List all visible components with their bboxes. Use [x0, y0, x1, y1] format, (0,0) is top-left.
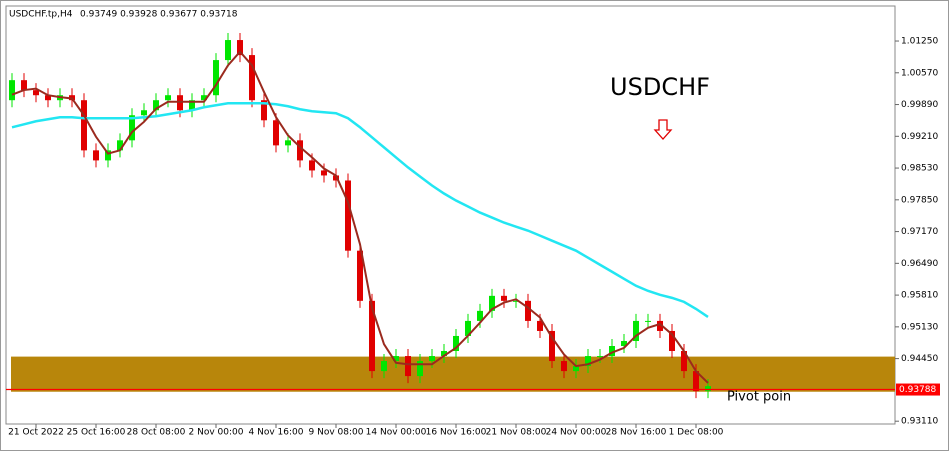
- y-tick-label: 0.99210: [901, 132, 938, 142]
- candle-body: [441, 351, 447, 357]
- y-tick-label: 1.00570: [901, 68, 938, 78]
- y-tick-label: 0.99890: [901, 100, 938, 110]
- moving-average: [11, 101, 709, 318]
- candle-body: [429, 356, 435, 362]
- candle-body: [645, 320, 651, 322]
- y-tick-label: 1.01250: [901, 37, 938, 47]
- candle-body: [285, 140, 291, 146]
- y-tick-label: 0.95130: [901, 322, 938, 332]
- x-tick-label: 2 Nov 00:00: [189, 428, 244, 438]
- x-tick-label: 4 Nov 16:00: [249, 428, 304, 438]
- candle-body: [45, 95, 51, 101]
- candle-body: [117, 140, 123, 151]
- moving-average: [11, 50, 709, 384]
- candle-body: [573, 366, 579, 372]
- y-tick-label: 0.94450: [901, 354, 938, 364]
- candle-body: [669, 330, 675, 352]
- candle-body: [513, 300, 519, 302]
- header-symbol: USDCHF.tp,H4: [9, 10, 73, 20]
- candle-body: [633, 320, 639, 342]
- candle-body: [201, 95, 207, 101]
- candle-body: [621, 341, 627, 347]
- x-tick-label: 21 Nov 08:00: [486, 428, 547, 438]
- candle-body: [33, 90, 39, 96]
- candle-body: [585, 356, 591, 367]
- x-tick-label: 9 Nov 08:00: [309, 428, 364, 438]
- y-tick-label: 0.97850: [901, 195, 938, 205]
- price-label-box: [896, 383, 940, 396]
- candle-body: [681, 351, 687, 372]
- x-tick-label: 16 Nov 16:00: [426, 428, 487, 438]
- candle-body: [93, 150, 99, 161]
- candle-body: [501, 295, 507, 301]
- candle-body: [261, 100, 267, 121]
- y-tick-label: 0.95810: [901, 291, 938, 301]
- candle-body: [237, 40, 243, 56]
- candle-body: [153, 100, 159, 111]
- candle-body: [321, 170, 327, 176]
- x-tick-label: 1 Dec 08:00: [669, 428, 724, 438]
- candle-body: [309, 160, 315, 171]
- candle-body: [381, 361, 387, 372]
- candle-body: [525, 300, 531, 321]
- candle-body: [609, 346, 615, 357]
- x-tick-label: 28 Oct 08:00: [127, 428, 186, 438]
- price-label: 0.93788: [899, 385, 936, 395]
- y-tick-label: 0.96490: [901, 259, 938, 269]
- x-tick-label: 14 Nov 00:00: [366, 428, 427, 438]
- candle-body: [225, 40, 231, 61]
- x-tick-label: 21 Oct 2022: [8, 428, 64, 438]
- x-tick-label: 25 Oct 16:00: [67, 428, 126, 438]
- candle-body: [693, 371, 699, 392]
- y-tick-label: 0.97170: [901, 227, 938, 237]
- candle-body: [165, 95, 171, 101]
- candle-body: [405, 356, 411, 377]
- candle-body: [21, 80, 27, 91]
- candle-body: [297, 140, 303, 161]
- candle-body: [129, 115, 135, 141]
- candle-body: [249, 55, 255, 101]
- candle-body: [657, 320, 663, 331]
- candle-body: [489, 295, 495, 311]
- candle-body: [417, 361, 423, 377]
- candle-body: [705, 386, 711, 392]
- candle-body: [9, 80, 15, 101]
- candle-body: [141, 110, 147, 116]
- candle-body: [345, 180, 351, 251]
- y-tick-label: 0.98530: [901, 164, 938, 174]
- candle-body: [357, 250, 363, 301]
- x-tick-label: 28 Nov 16:00: [606, 428, 667, 438]
- candle-body: [189, 100, 195, 111]
- candle-body: [597, 356, 603, 358]
- down-arrow: [653, 119, 673, 140]
- candle-body: [537, 320, 543, 331]
- plot-layer: [9, 33, 895, 399]
- candle-body: [561, 361, 567, 372]
- candle-body: [393, 356, 399, 362]
- candle-body: [453, 335, 459, 352]
- zone: [11, 356, 895, 392]
- candle-body: [369, 300, 375, 372]
- header-quote: 0.93749 0.93928 0.93677 0.93718: [80, 10, 238, 20]
- candle-body: [105, 150, 111, 161]
- candle-body: [81, 100, 87, 151]
- candle-body: [213, 60, 219, 96]
- candle-body: [465, 320, 471, 336]
- x-tick-label: 24 Nov 00:00: [546, 428, 607, 438]
- candle-body: [477, 310, 483, 321]
- y-tick-label: 0.93110: [901, 417, 938, 427]
- plot-area: [5, 5, 896, 425]
- annotation: USDCHF: [610, 73, 710, 101]
- pivot-label: Pivot poin: [727, 390, 791, 405]
- candle-body: [273, 120, 279, 146]
- candle-body: [549, 330, 555, 362]
